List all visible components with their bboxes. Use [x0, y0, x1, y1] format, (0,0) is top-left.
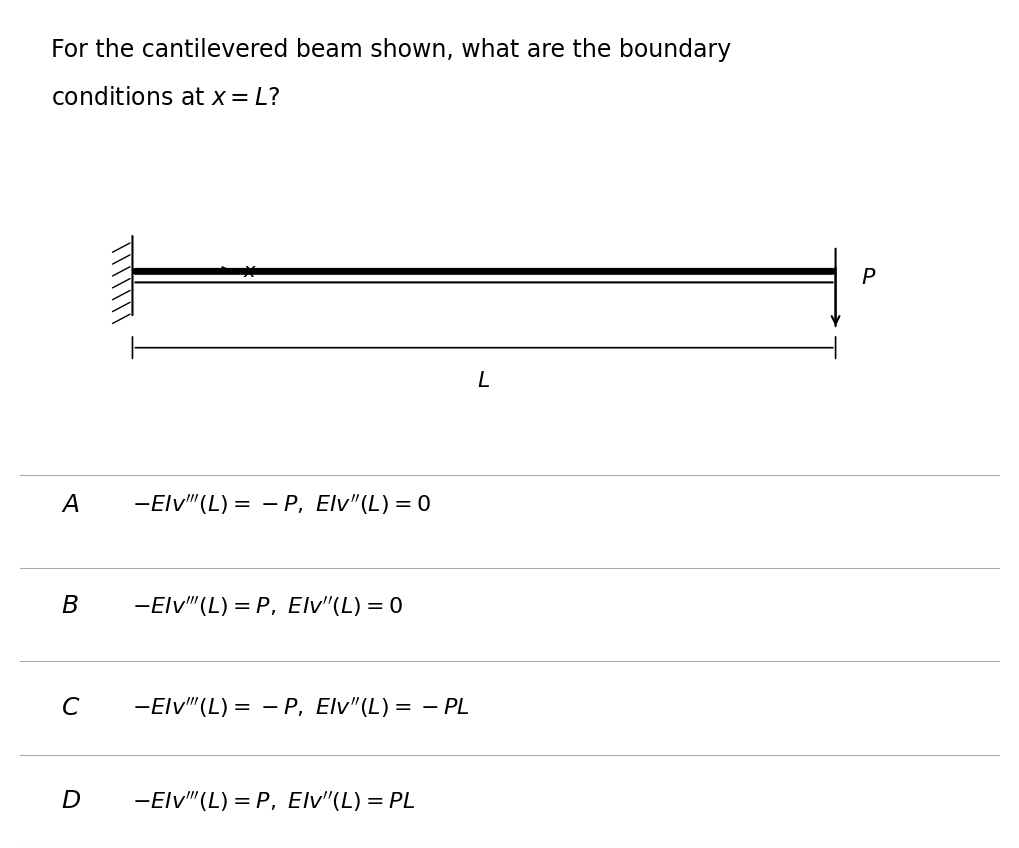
Text: $\mathit{C}$: $\mathit{C}$ [61, 696, 81, 720]
Text: For the cantilevered beam shown, what are the boundary: For the cantilevered beam shown, what ar… [51, 38, 732, 62]
Text: $-EIv'''(L) = -P,\ EIv''(L) = -PL$: $-EIv'''(L) = -P,\ EIv''(L) = -PL$ [132, 696, 471, 720]
Text: $P$: $P$ [861, 268, 876, 288]
Text: $\mathit{A}$: $\mathit{A}$ [61, 493, 79, 516]
Text: $\mathit{D}$: $\mathit{D}$ [61, 789, 82, 813]
Text: $-EIv'''(L) = P,\ EIv''(L) = 0$: $-EIv'''(L) = P,\ EIv''(L) = 0$ [132, 594, 405, 618]
Text: $x$: $x$ [243, 262, 257, 281]
Text: $-EIv'''(L) = P,\ EIv''(L) = PL$: $-EIv'''(L) = P,\ EIv''(L) = PL$ [132, 789, 416, 813]
Text: $\mathit{B}$: $\mathit{B}$ [61, 594, 78, 618]
Text: $-EIv'''(L) = -P,\ EIv''(L) = 0$: $-EIv'''(L) = -P,\ EIv''(L) = 0$ [132, 493, 431, 516]
Text: conditions at $x = L$?: conditions at $x = L$? [51, 86, 280, 110]
Text: $L$: $L$ [478, 371, 490, 392]
